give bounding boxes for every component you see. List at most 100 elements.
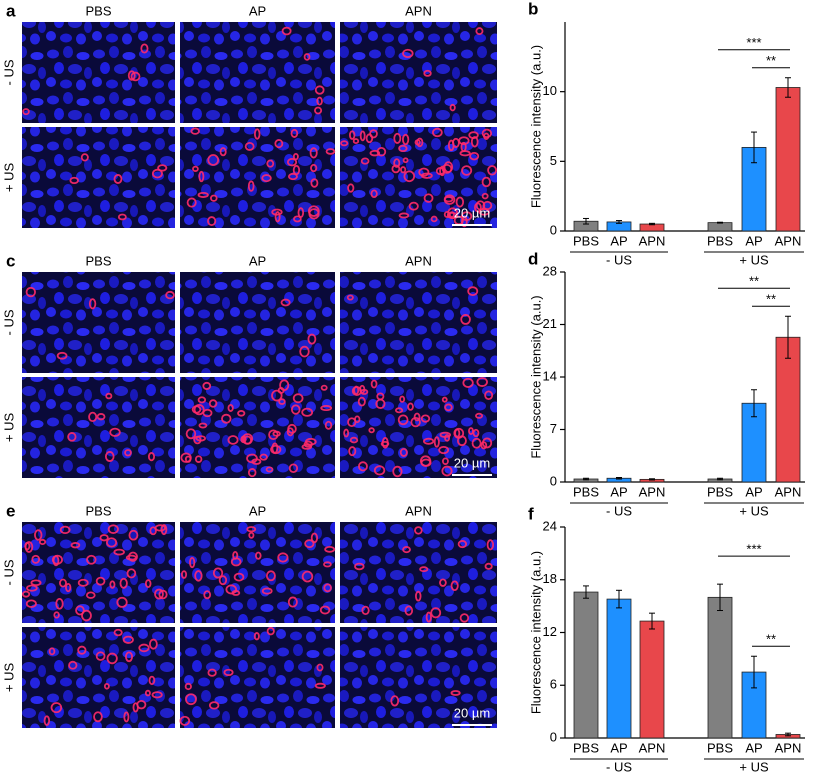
- red-signal: [122, 635, 134, 644]
- microscopy-image: [340, 22, 497, 123]
- red-signal: [151, 691, 163, 699]
- red-signal: [430, 215, 438, 223]
- red-signal: [86, 554, 97, 565]
- red-signal: [218, 575, 228, 586]
- red-signal: [390, 695, 400, 707]
- microscopy-image: [22, 522, 175, 623]
- red-signal: [474, 202, 482, 213]
- red-signal: [31, 554, 41, 564]
- red-signal: [460, 314, 471, 325]
- red-signal: [208, 399, 218, 408]
- red-signal: [255, 551, 262, 560]
- error-bar: [717, 221, 723, 224]
- x-tick-label: PBS: [707, 484, 733, 499]
- red-signal: [398, 212, 410, 219]
- red-signal: [290, 404, 301, 415]
- y-tick-label: 5: [550, 153, 557, 168]
- red-signal: [316, 663, 324, 672]
- red-signal: [455, 196, 465, 208]
- error-bar: [616, 589, 622, 609]
- red-signal: [106, 537, 118, 548]
- red-signal: [271, 389, 283, 402]
- red-signal: [471, 437, 482, 449]
- red-signal: [157, 164, 168, 172]
- red-signal: [397, 414, 409, 426]
- red-signal: [219, 147, 227, 157]
- bar: [606, 598, 632, 739]
- red-signal: [360, 157, 370, 165]
- red-signal: [450, 580, 459, 592]
- red-signal: [314, 682, 326, 689]
- red-signal: [274, 211, 281, 223]
- red-signal: [119, 577, 128, 589]
- red-signal: [77, 645, 87, 655]
- red-signal: [125, 554, 137, 561]
- group-label: - US: [606, 503, 632, 518]
- y-tick-label: 10: [543, 83, 557, 98]
- red-signal: [357, 396, 366, 407]
- red-signal: [113, 174, 123, 184]
- bar: [639, 620, 665, 739]
- row-label: - US: [1, 59, 16, 85]
- red-signal: [148, 675, 156, 686]
- red-signal: [241, 433, 254, 445]
- red-signal: [470, 136, 479, 148]
- significance-label: **: [749, 274, 759, 289]
- red-signal: [123, 711, 130, 723]
- red-signal: [402, 546, 411, 554]
- red-signal: [439, 431, 451, 438]
- red-signal: [230, 557, 242, 567]
- red-signal: [227, 435, 239, 445]
- column-label: APN: [405, 253, 432, 268]
- red-signal: [402, 48, 414, 58]
- red-signal: [55, 597, 64, 610]
- red-signal: [393, 158, 401, 168]
- red-signal: [433, 436, 440, 448]
- red-signal: [352, 138, 360, 144]
- red-signal: [432, 127, 443, 138]
- y-tick-label: 12: [543, 624, 557, 639]
- red-signal: [158, 589, 168, 600]
- red-signal: [277, 552, 289, 563]
- red-signal: [484, 562, 493, 570]
- red-signal: [88, 411, 98, 423]
- red-signal: [109, 427, 121, 437]
- red-signal: [483, 132, 490, 140]
- y-tick-label: 18: [543, 571, 557, 586]
- red-signal: [458, 136, 470, 146]
- red-signal: [65, 582, 72, 593]
- red-signal: [244, 141, 255, 151]
- y-tick-label: 0: [550, 222, 557, 237]
- red-signal: [34, 529, 43, 541]
- red-signal: [443, 196, 454, 203]
- red-signal: [323, 583, 332, 593]
- red-signal: [370, 189, 378, 199]
- red-signal: [246, 453, 258, 464]
- red-signal: [430, 607, 442, 619]
- red-signal: [423, 437, 435, 445]
- red-signal: [415, 590, 422, 602]
- y-tick-label: 0: [550, 473, 557, 488]
- y-axis-label: Fluorescence intensity (a.u.): [528, 45, 543, 208]
- red-signal: [286, 427, 294, 437]
- row-label: + US: [1, 663, 16, 693]
- red-signal: [144, 579, 152, 588]
- red-signal: [50, 702, 63, 714]
- red-signal: [88, 298, 97, 310]
- microscopy-image: [340, 627, 497, 728]
- red-signal: [126, 568, 137, 579]
- red-signal: [301, 443, 313, 450]
- red-signal: [368, 427, 375, 434]
- panel-label: a: [6, 1, 16, 20]
- red-signal: [202, 408, 213, 418]
- scale-bar-label: 20 µm: [454, 455, 490, 470]
- red-signal: [481, 176, 491, 188]
- error-bar: [649, 612, 655, 630]
- red-signal: [460, 215, 468, 228]
- bar: [775, 87, 801, 232]
- red-signal: [320, 384, 328, 391]
- x-tick-label: APN: [775, 484, 802, 499]
- column-label: PBS: [85, 253, 111, 268]
- red-signal: [304, 539, 315, 549]
- x-tick-label: APN: [775, 740, 802, 755]
